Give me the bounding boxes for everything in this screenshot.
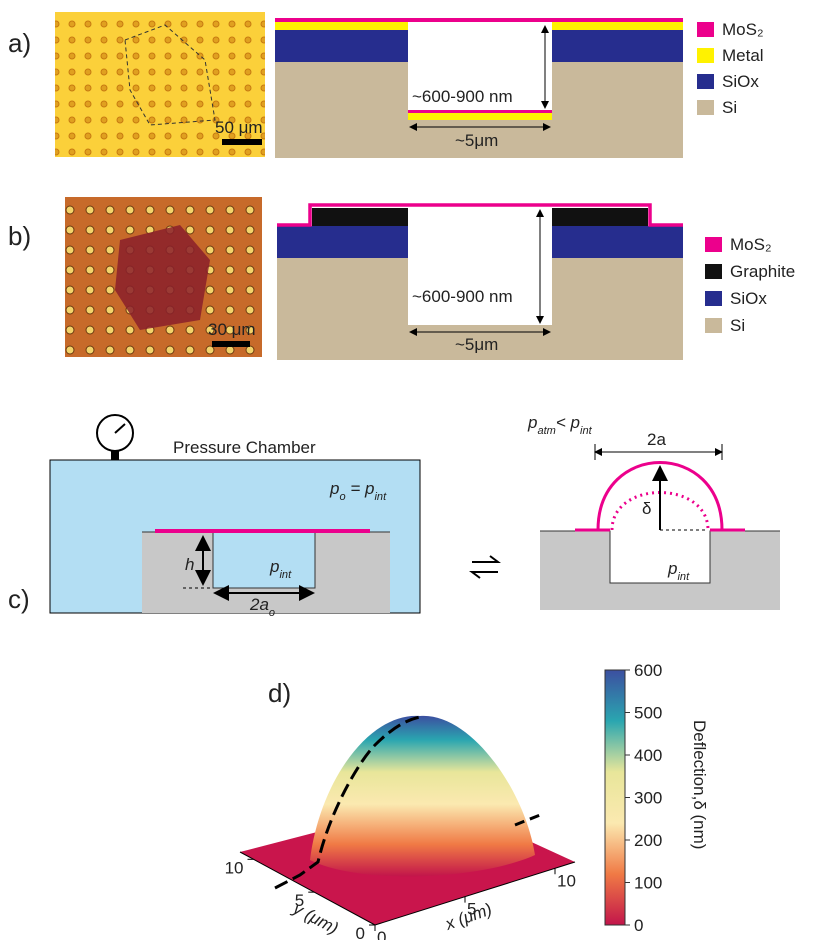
scale-bar-label: 30 μm xyxy=(208,320,256,339)
tick-label: 0 xyxy=(634,916,643,935)
text-part: p xyxy=(269,557,279,576)
mos2 xyxy=(275,18,683,22)
scale-bar-label: 50 μm xyxy=(215,118,263,137)
tick-label: 500 xyxy=(634,704,662,723)
text-part: p xyxy=(667,559,677,578)
text-part: p xyxy=(527,413,537,432)
deflection-label: δ xyxy=(642,499,651,518)
text-part: atm xyxy=(537,425,555,437)
legend-swatch xyxy=(697,74,714,89)
legend-swatch xyxy=(697,48,714,63)
siox xyxy=(275,30,408,62)
legend: MoS₂ Metal SiOx Si xyxy=(697,20,764,117)
legend-label: SiOx xyxy=(722,72,759,91)
equilibrium xyxy=(472,556,498,578)
legend-label: Graphite xyxy=(730,262,795,281)
pressure-label: pint xyxy=(667,559,690,583)
legend-label: Si xyxy=(730,316,745,335)
mos2 xyxy=(408,110,552,113)
text-part: = p xyxy=(346,479,375,498)
legend-swatch xyxy=(697,100,714,115)
panel-label: b) xyxy=(8,221,31,251)
chamber-label: Pressure Chamber xyxy=(173,438,316,457)
scale-bar xyxy=(212,341,250,347)
y-axis-label: y (μm) xyxy=(289,898,341,938)
tick-label: 100 xyxy=(634,874,662,893)
legend-swatch xyxy=(705,291,722,306)
tick-label: 0 xyxy=(377,928,386,940)
panel-label: a) xyxy=(8,28,31,58)
legend-swatch xyxy=(697,22,714,37)
metal xyxy=(552,22,683,30)
colorbar-label: Deflection,δ (nm) xyxy=(690,720,709,849)
text-part: int xyxy=(279,569,292,581)
legend-label: SiOx xyxy=(730,289,767,308)
page: {"panels": { "a": {"label": "a)", "scale… xyxy=(0,0,816,940)
text-part: int xyxy=(580,425,593,437)
legend-label: Si xyxy=(722,98,737,117)
depth-label: ~600-900 nm xyxy=(412,87,513,106)
legend-swatch xyxy=(705,264,722,279)
tick-label: 200 xyxy=(634,831,662,850)
tick-label: 10 xyxy=(225,858,244,877)
width-label: ~5μm xyxy=(455,131,498,150)
legend-swatch xyxy=(705,318,722,333)
text-part: int xyxy=(374,491,387,503)
width-label: 2a xyxy=(647,430,666,449)
legend-label: Metal xyxy=(722,46,764,65)
siox xyxy=(277,226,408,258)
tick-label: 10 xyxy=(557,871,576,890)
dome xyxy=(310,716,535,877)
text-part: p xyxy=(329,479,339,498)
colorbar xyxy=(605,670,625,925)
siox xyxy=(552,226,683,258)
depth-label: ~600-900 nm xyxy=(412,287,513,306)
legend-swatch xyxy=(705,237,722,252)
panel-label: c) xyxy=(8,584,30,614)
height-label: h xyxy=(185,555,194,574)
text-part: 2a xyxy=(249,595,269,614)
text-part: int xyxy=(677,571,690,583)
width-label: ~5μm xyxy=(455,335,498,354)
text-part: o xyxy=(269,607,275,619)
siox xyxy=(552,30,683,62)
tick-label: 0 xyxy=(356,924,365,940)
tick-label: 600 xyxy=(634,661,662,680)
colorbar-axis: 0 100 200 300 400 500 600 xyxy=(625,661,662,935)
body: a) 50 μm ~600-900 nm ~5μm MoS₂ Metal SiOx S… xyxy=(0,0,816,940)
condition-label: patm< pint xyxy=(527,413,593,437)
figure: a) 50 μm ~600-900 nm ~5μm MoS₂ Metal SiOx S… xyxy=(0,0,816,940)
metal xyxy=(275,22,408,30)
legend-label: MoS₂ xyxy=(730,235,772,254)
graphite xyxy=(552,208,648,226)
substrate xyxy=(540,531,780,610)
tick-label: 300 xyxy=(634,789,662,808)
metal xyxy=(408,113,552,120)
legend: MoS₂ Graphite SiOx Si xyxy=(705,235,795,335)
graphite xyxy=(312,208,408,226)
text-part: < p xyxy=(556,413,580,432)
legend-label: MoS₂ xyxy=(722,20,764,39)
scale-bar xyxy=(222,139,262,145)
panel-label: d) xyxy=(268,678,291,708)
tick-label: 400 xyxy=(634,746,662,765)
